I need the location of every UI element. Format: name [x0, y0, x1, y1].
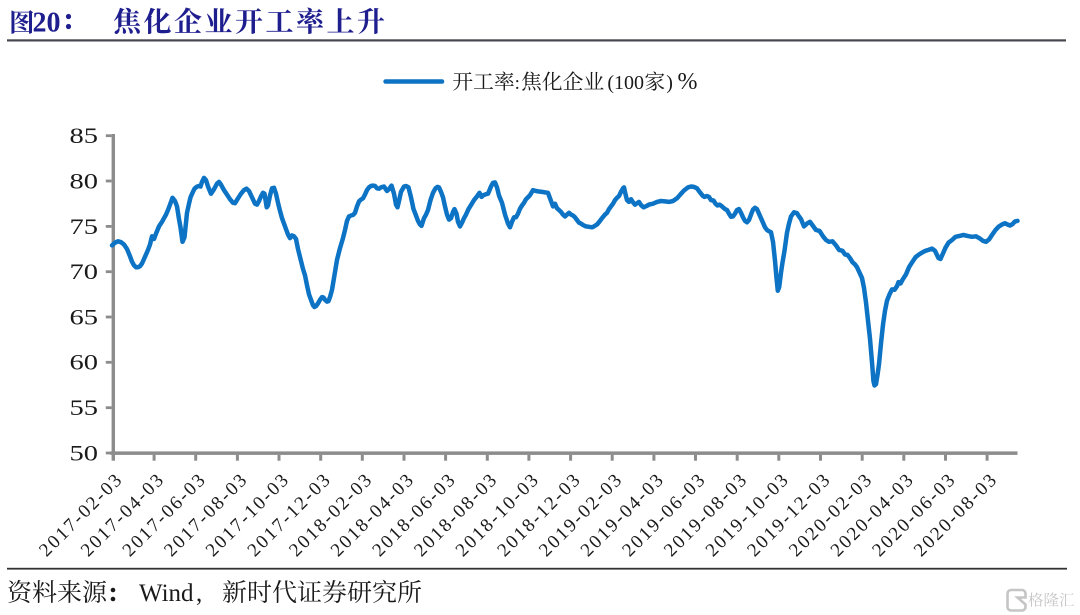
svg-text:70: 70 [70, 259, 99, 284]
svg-text:,: , [196, 580, 202, 607]
svg-text:%: % [678, 69, 698, 95]
svg-text:): ) [666, 72, 673, 94]
svg-text:55: 55 [70, 395, 99, 420]
svg-text:(100: (100 [607, 72, 644, 94]
svg-text:85: 85 [70, 123, 99, 148]
svg-text:Wind: Wind [139, 580, 194, 607]
svg-text:20: 20 [33, 8, 61, 39]
svg-text:50: 50 [70, 440, 99, 465]
svg-text::: : [515, 73, 520, 94]
svg-text:60: 60 [70, 350, 99, 375]
svg-text:65: 65 [70, 304, 99, 329]
svg-text:80: 80 [70, 168, 99, 193]
svg-text:75: 75 [70, 214, 99, 239]
